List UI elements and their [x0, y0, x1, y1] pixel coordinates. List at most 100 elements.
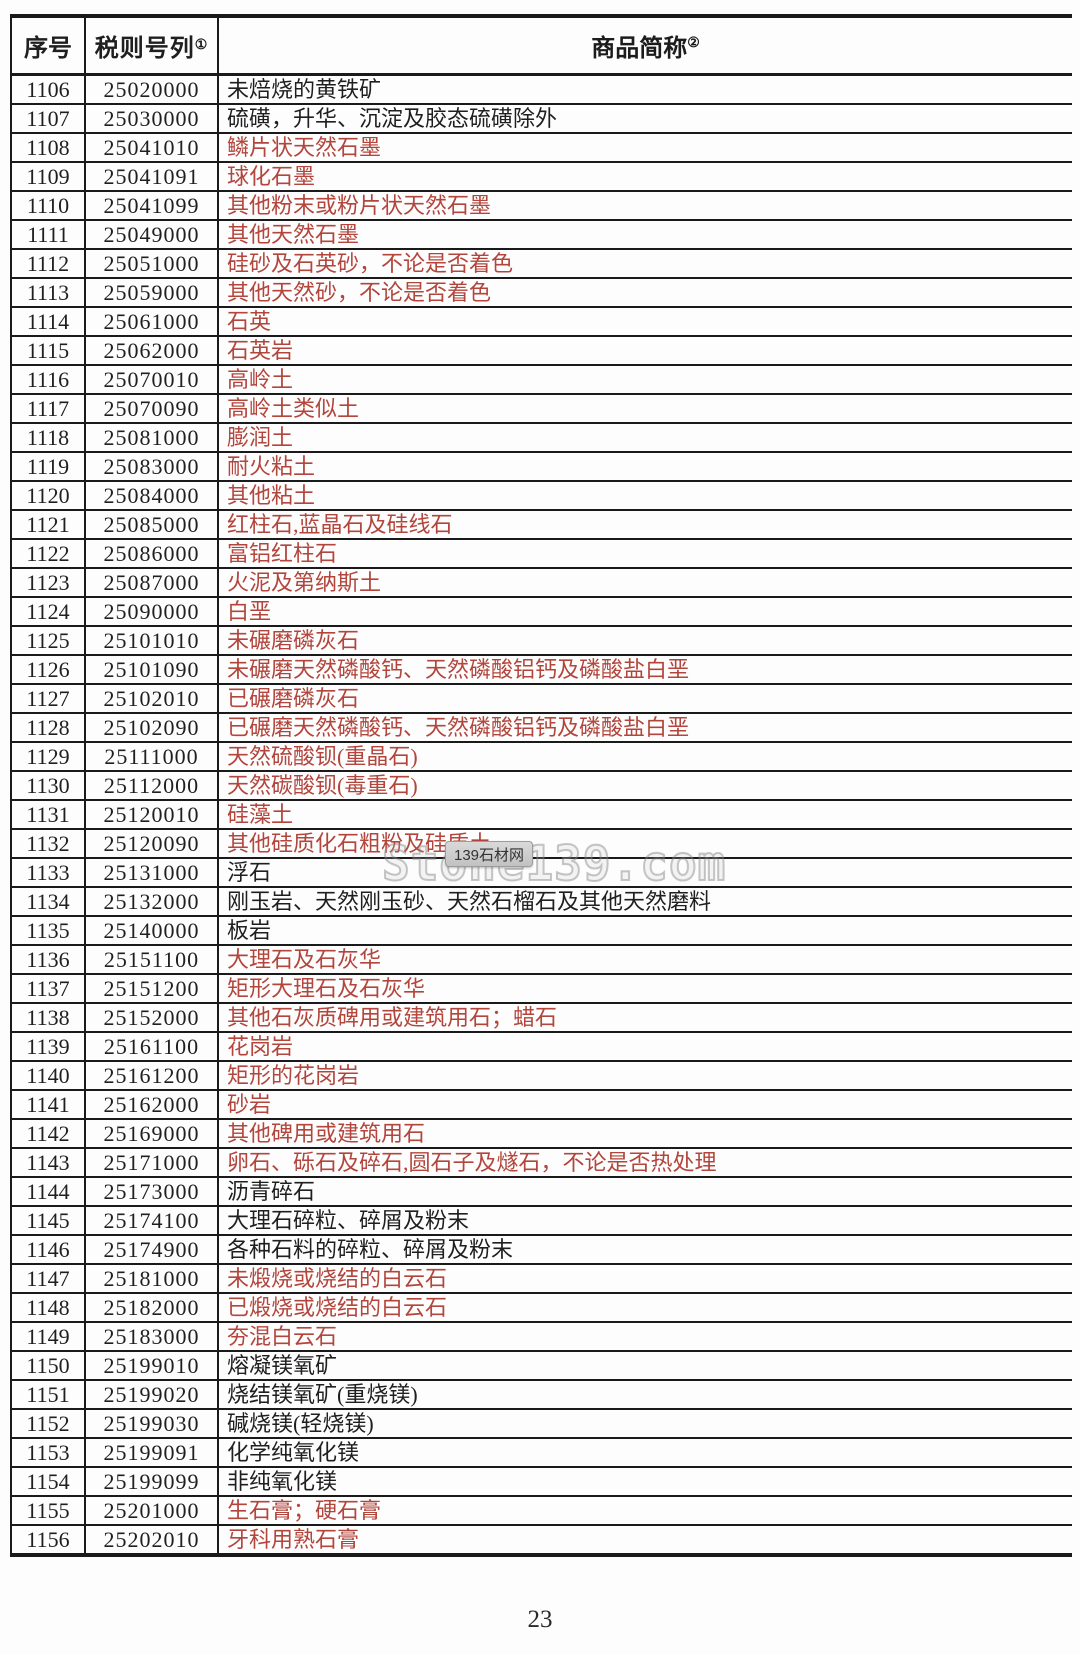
code-cell: 25174900 [86, 1236, 219, 1263]
name-cell: 已碾磨磷灰石 [227, 686, 360, 711]
serial-cell: 1153 [12, 1439, 86, 1466]
name-cell: 花岗岩 [227, 1034, 294, 1059]
serial-cell: 1110 [12, 192, 86, 219]
code-cell: 25101010 [86, 627, 219, 654]
serial-cell: 1155 [12, 1497, 86, 1524]
name-cell: 沥青碎石 [227, 1179, 316, 1204]
table-row: 1130 25112000 天然碳酸钡(毒重石) [12, 772, 1072, 801]
table-row: 1151 25199020 烧结镁氧矿(重烧镁) [12, 1381, 1072, 1410]
serial-cell: 1121 [12, 511, 86, 538]
code-cell: 25041091 [86, 163, 219, 190]
header-tariff-code: 税则号列 ① [86, 18, 219, 73]
serial-cell: 1127 [12, 685, 86, 712]
watermark-badge: 139石材网 [445, 841, 534, 867]
table-row: 1137 25151200 矩形大理石及石灰华 [12, 975, 1072, 1004]
serial-cell: 1112 [12, 250, 86, 277]
table-row: 1152 25199030 碱烧镁(轻烧镁) [12, 1410, 1072, 1439]
table-row: 1138 25152000 其他石灰质碑用或建筑用石；蜡石 [12, 1004, 1072, 1033]
table-row: 1108 25041010 鳞片状天然石墨 [12, 134, 1072, 163]
code-cell: 25083000 [86, 453, 219, 480]
header-tariff-code-label: 税则号列 [94, 36, 195, 62]
code-cell: 25041010 [86, 134, 219, 161]
table-row: 1118 25081000 膨润土 [12, 424, 1072, 453]
serial-cell: 1108 [12, 134, 86, 161]
table-header-row: 序号 税则号列 ① 商品简称② [12, 18, 1072, 76]
table-row: 1139 25161100 花岗岩 [12, 1033, 1072, 1062]
name-cell: 硅藻土 [227, 802, 294, 827]
table-row: 1156 25202010 牙科用熟石膏 [12, 1526, 1072, 1553]
serial-cell: 1126 [12, 656, 86, 683]
table-row: 1122 25086000 富铝红柱石 [12, 540, 1072, 569]
code-cell: 25062000 [86, 337, 219, 364]
table-row: 1128 25102090 已碾磨天然磷酸钙、天然磷酸铝钙及磷酸盐白垩 [12, 714, 1072, 743]
table-row: 1129 25111000 天然硫酸钡(重晶石) [12, 743, 1072, 772]
serial-cell: 1131 [12, 801, 86, 828]
code-cell: 25101090 [86, 656, 219, 683]
table-row: 1134 25132000 刚玉岩、天然刚玉砂、天然石榴石及其他天然磨料 [12, 888, 1072, 917]
name-cell: 膨润土 [227, 425, 294, 450]
table-row: 1110 25041099 其他粉末或粉片状天然石墨 [12, 192, 1072, 221]
name-cell: 大理石及石灰华 [227, 947, 382, 972]
name-cell: 卵石、砾石及碎石,圆石子及燧石，不论是否热处理 [227, 1150, 717, 1175]
code-cell: 25181000 [86, 1265, 219, 1292]
table-row: 1114 25061000 石英 [12, 308, 1072, 337]
code-cell: 25199099 [86, 1468, 219, 1495]
code-cell: 25162000 [86, 1091, 219, 1118]
name-cell: 火泥及第纳斯土 [227, 570, 382, 595]
table-body: 1106 25020000 未焙烧的黄铁矿 1107 25030000 硫磺，升… [12, 76, 1072, 1553]
code-cell: 25201000 [86, 1497, 219, 1524]
table-row: 1143 25171000 卵石、砾石及碎石,圆石子及燧石，不论是否热处理 [12, 1149, 1072, 1178]
code-cell: 25151200 [86, 975, 219, 1002]
code-cell: 25112000 [86, 772, 219, 799]
name-cell: 天然硫酸钡(重晶石) [227, 744, 418, 769]
table-row: 1116 25070010 高岭土 [12, 366, 1072, 395]
name-cell: 高岭土类似土 [227, 396, 360, 421]
serial-cell: 1156 [12, 1526, 86, 1553]
table-row: 1136 25151100 大理石及石灰华 [12, 946, 1072, 975]
name-cell: 生石膏；硬石膏 [227, 1498, 382, 1523]
serial-cell: 1144 [12, 1178, 86, 1205]
serial-cell: 1149 [12, 1323, 86, 1350]
watermark-outline-text: Stone139.com [381, 834, 727, 893]
table-row: 1141 25162000 砂岩 [12, 1091, 1072, 1120]
code-cell: 25111000 [86, 743, 219, 770]
code-cell: 25120010 [86, 801, 219, 828]
serial-cell: 1116 [12, 366, 86, 393]
serial-cell: 1135 [12, 917, 86, 944]
code-cell: 25174100 [86, 1207, 219, 1234]
code-cell: 25151100 [86, 946, 219, 973]
code-cell: 25081000 [86, 424, 219, 451]
name-cell: 已煅烧或烧结的白云石 [227, 1295, 448, 1320]
name-cell: 硫磺，升华、沉淀及胶态硫磺除外 [227, 106, 558, 131]
serial-cell: 1125 [12, 627, 86, 654]
serial-cell: 1111 [12, 221, 86, 248]
table-row: 1154 25199099 非纯氧化镁 [12, 1468, 1072, 1497]
table-row: 1117 25070090 高岭土类似土 [12, 395, 1072, 424]
serial-cell: 1140 [12, 1062, 86, 1089]
name-cell: 未焙烧的黄铁矿 [227, 77, 382, 102]
code-cell: 25070010 [86, 366, 219, 393]
name-cell: 球化石墨 [227, 164, 316, 189]
serial-cell: 1152 [12, 1410, 86, 1437]
code-cell: 25102090 [86, 714, 219, 741]
table-row: 1145 25174100 大理石碎粒、碎屑及粉末 [12, 1207, 1072, 1236]
table-row: 1113 25059000 其他天然砂，不论是否着色 [12, 279, 1072, 308]
code-cell: 25120090 [86, 830, 219, 857]
table-row: 1112 25051000 硅砂及石英砂，不论是否着色 [12, 250, 1072, 279]
table-row: 1147 25181000 未煅烧或烧结的白云石 [12, 1265, 1072, 1294]
code-cell: 25161200 [86, 1062, 219, 1089]
table-row: 1148 25182000 已煅烧或烧结的白云石 [12, 1294, 1072, 1323]
code-cell: 25171000 [86, 1149, 219, 1176]
header-product-name: 商品简称② [219, 28, 1072, 63]
serial-cell: 1148 [12, 1294, 86, 1321]
serial-cell: 1124 [12, 598, 86, 625]
code-cell: 25041099 [86, 192, 219, 219]
table-row: 1115 25062000 石英岩 [12, 337, 1072, 366]
table-row: 1127 25102010 已碾磨磷灰石 [12, 685, 1072, 714]
header-serial-label: 序号 [24, 36, 72, 62]
table-row: 1126 25101090 未碾磨天然磷酸钙、天然磷酸铝钙及磷酸盐白垩 [12, 656, 1072, 685]
page-number: 23 [527, 1606, 553, 1633]
serial-cell: 1145 [12, 1207, 86, 1234]
code-cell: 25049000 [86, 221, 219, 248]
table-row: 1111 25049000 其他天然石墨 [12, 221, 1072, 250]
